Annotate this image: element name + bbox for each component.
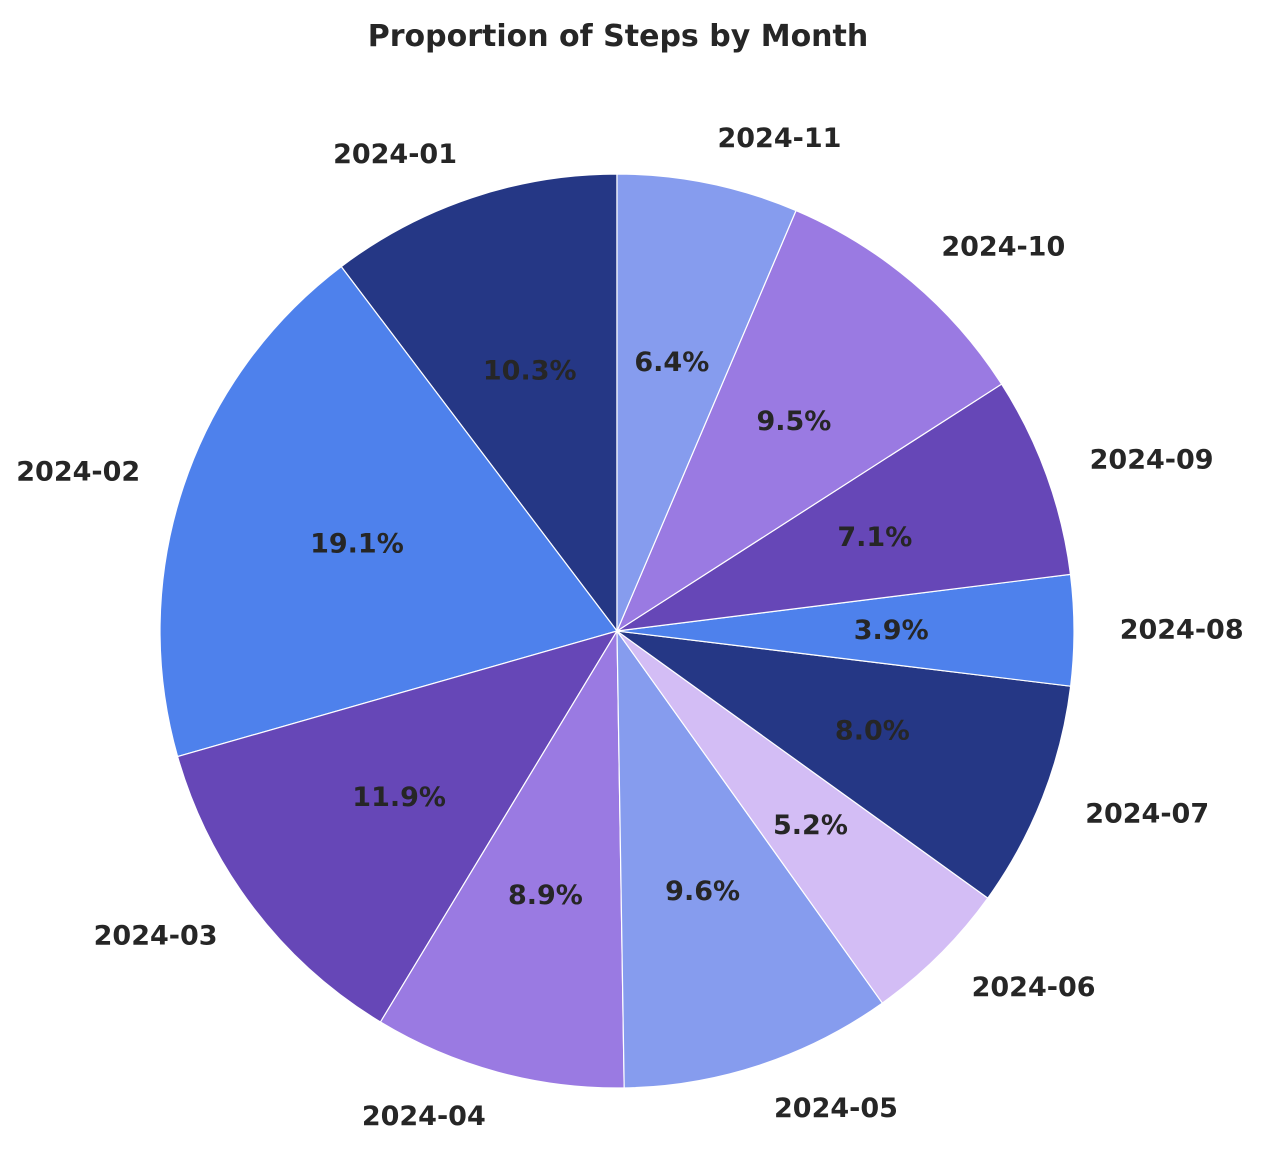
slice-label-2024-09: 2024-09	[1090, 444, 1214, 475]
pct-label-2024-09: 7.1%	[837, 522, 912, 553]
slice-label-2024-04: 2024-04	[362, 1101, 486, 1132]
chart-title: Proportion of Steps by Month	[368, 19, 868, 54]
pct-label-2024-11: 6.4%	[634, 347, 709, 378]
slice-label-2024-06: 2024-06	[972, 972, 1096, 1003]
pct-label-2024-02: 19.1%	[310, 529, 404, 560]
slice-label-2024-02: 2024-02	[16, 456, 140, 487]
slice-label-2024-08: 2024-08	[1120, 615, 1244, 646]
pct-label-2024-04: 8.9%	[508, 880, 583, 911]
pie-slice-2024-07	[616, 630, 1072, 899]
slice-label-2024-05: 2024-05	[774, 1093, 898, 1124]
slice-label-2024-01: 2024-01	[333, 139, 457, 170]
slice-label-2024-11: 2024-11	[717, 123, 841, 154]
slice-label-2024-07: 2024-07	[1085, 799, 1209, 830]
pie-slice-2024-10	[615, 209, 1003, 633]
pct-label-2024-01: 10.3%	[483, 356, 577, 387]
pie-slice-2024-11	[616, 173, 797, 632]
slice-labels: 2024-01 2024-02 2024-03 2024-04 2024-05 2024-…	[16, 123, 1243, 1132]
pie-slice-2024-01	[340, 173, 618, 633]
pct-label-2024-08: 3.9%	[854, 615, 929, 646]
pie-slice-2024-06	[616, 630, 989, 1004]
pct-label-2024-03: 11.9%	[352, 782, 446, 813]
slice-label-2024-10: 2024-10	[941, 231, 1065, 262]
percentage-labels: 10.3% 19.1% 11.9% 8.9% 9.6% 5.2% 8.0% 3.9% 7.1% 9…	[310, 347, 929, 911]
pie-slice-2024-05	[616, 629, 884, 1089]
pct-label-2024-06: 5.2%	[773, 810, 848, 841]
slice-label-2024-03: 2024-03	[94, 921, 218, 952]
pie-slice-2024-03	[176, 630, 619, 1023]
pie-slice-2024-02	[159, 265, 619, 758]
pct-label-2024-10: 9.5%	[756, 406, 831, 437]
pct-label-2024-07: 8.0%	[835, 715, 910, 746]
pie-slice-2024-09	[616, 383, 1072, 632]
pct-label-2024-05: 9.6%	[665, 876, 740, 907]
pie-slices	[159, 173, 1075, 1089]
pie-slice-2024-04	[379, 628, 625, 1089]
